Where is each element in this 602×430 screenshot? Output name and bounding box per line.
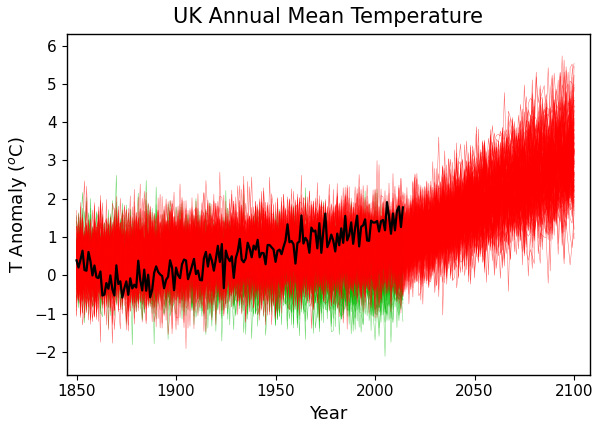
Y-axis label: T Anomaly ($^{o}$C): T Anomaly ($^{o}$C)	[7, 136, 29, 273]
Title: UK Annual Mean Temperature: UK Annual Mean Temperature	[173, 7, 483, 27]
X-axis label: Year: Year	[309, 405, 347, 423]
